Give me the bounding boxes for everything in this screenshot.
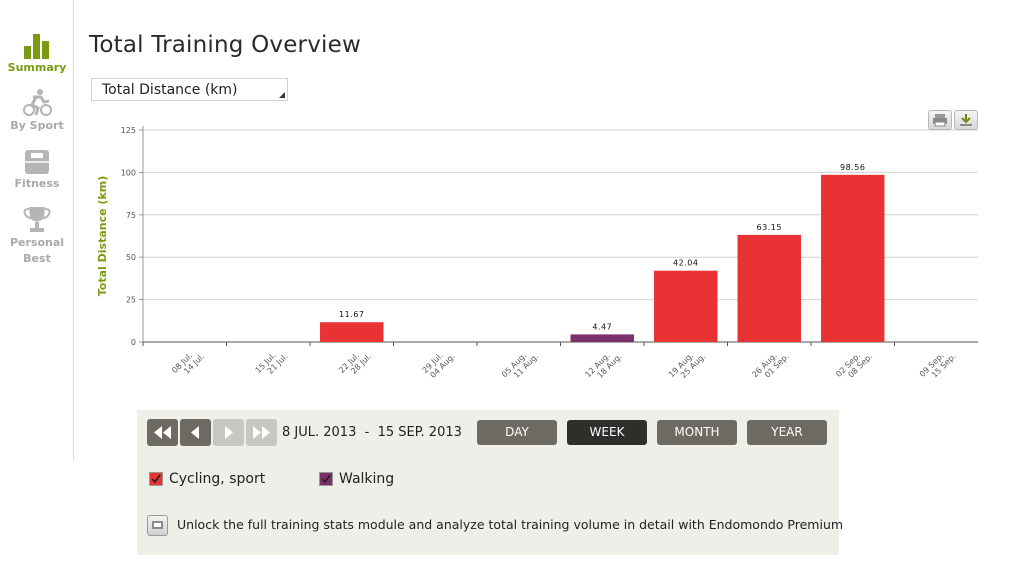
data-label: 42.04 [673,259,698,268]
bar-cycling-sport [654,270,718,342]
x-tick-label: 09 Sep.15 Sep. [918,345,958,385]
first-period-button[interactable] [147,419,178,446]
metric-select-value: Total Distance (km) [102,82,238,98]
double-chevron-left-icon [154,426,171,439]
data-label: 98.56 [840,163,865,172]
bar-chart-icon [24,34,49,59]
metric-select[interactable]: Total Distance (km) [91,78,288,101]
print-icon [933,114,947,127]
date-to: 15 SEP. 2013 [377,425,462,440]
sidebar-item-personal-best[interactable]: Personal Best [0,205,74,267]
period-week-button[interactable]: WEEK [567,420,647,445]
dropdown-arrow-icon [279,92,285,98]
legend-label: Cycling, sport [169,471,266,487]
y-tick-label: 50 [126,253,136,262]
x-tick-label: 12 Aug.18 Aug. [583,345,623,385]
checkbox-checked-icon[interactable] [319,472,333,486]
page-title: Total Training Overview [89,32,361,58]
period-day-button[interactable]: DAY [477,420,557,445]
sidebar-item-label-line2: Best [23,252,51,265]
y-tick-label: 25 [126,296,136,305]
sidebar-item-label: Summary [7,61,67,74]
sidebar-item-summary[interactable]: Summary [0,32,74,76]
legend-label: Walking [339,471,395,487]
x-tick-label: 08 Jul.14 Jul. [170,345,206,381]
trophy-icon [23,207,51,232]
controls-panel: 8 JUL. 2013 - 15 SEP. 2013 DAY WEEK MONT… [137,410,843,555]
chevron-left-icon [191,426,199,439]
bar-cycling-sport [737,234,801,342]
chevron-right-icon [225,426,233,439]
print-button[interactable] [928,110,952,130]
date-separator: - [364,425,370,440]
y-tick-label: 75 [126,211,136,220]
next-period-button[interactable] [213,419,244,446]
scale-icon [25,150,49,174]
data-label: 4.47 [592,322,612,331]
sidebar-item-label: Fitness [14,177,60,190]
previous-period-button[interactable] [180,419,211,446]
x-tick-label: 02 Sep.08 Sep. [834,345,874,385]
sidebar-item-fitness[interactable]: Fitness [0,148,74,192]
date-from: 8 JUL. 2013 [282,425,357,440]
y-axis-label: Total Distance (km) [96,176,109,296]
period-month-button[interactable]: MONTH [657,420,737,445]
date-range: 8 JUL. 2013 - 15 SEP. 2013 [282,425,462,440]
sidebar-item-label: By Sport [10,119,64,132]
sidebar-item-label: Personal [9,236,65,249]
x-tick-label: 05 Aug.11 Aug. [500,345,540,385]
data-label: 11.67 [339,310,364,319]
sidebar: Summary By Sport Fitness Personal Best [0,0,74,460]
last-period-button[interactable] [246,419,277,446]
period-year-button[interactable]: YEAR [747,420,827,445]
x-tick-label: 29 Jul.04 Aug. [421,345,457,381]
bar-walking [570,334,634,342]
y-tick-label: 100 [121,168,136,177]
double-chevron-right-icon [253,426,270,439]
x-tick-label: 19 Aug.25 Aug. [667,345,707,385]
y-tick-label: 0 [131,338,136,347]
x-tick-label: 26 Aug.01 Sep. [750,345,790,385]
x-tick-label: 22 Jul.28 Jul. [337,345,373,381]
bar-cycling-sport [821,174,885,342]
download-button[interactable] [954,110,978,130]
data-label: 63.15 [757,223,782,232]
bar-cycling-sport [320,322,384,342]
triathlon-icon [23,89,52,116]
x-tick-label: 15 Jul.21 Jul. [254,345,290,381]
download-icon [960,114,972,126]
premium-icon[interactable] [147,515,168,536]
premium-promo-text[interactable]: Unlock the full training stats module an… [177,517,844,532]
distance-bar-chart: 0 25 50 75 100 125 Total Distance (km) 08 Jul.1… [96,126,978,385]
y-tick-label: 125 [121,126,136,135]
checkbox-checked-icon[interactable] [149,472,163,486]
sidebar-item-by-sport[interactable]: By Sport [0,88,74,134]
